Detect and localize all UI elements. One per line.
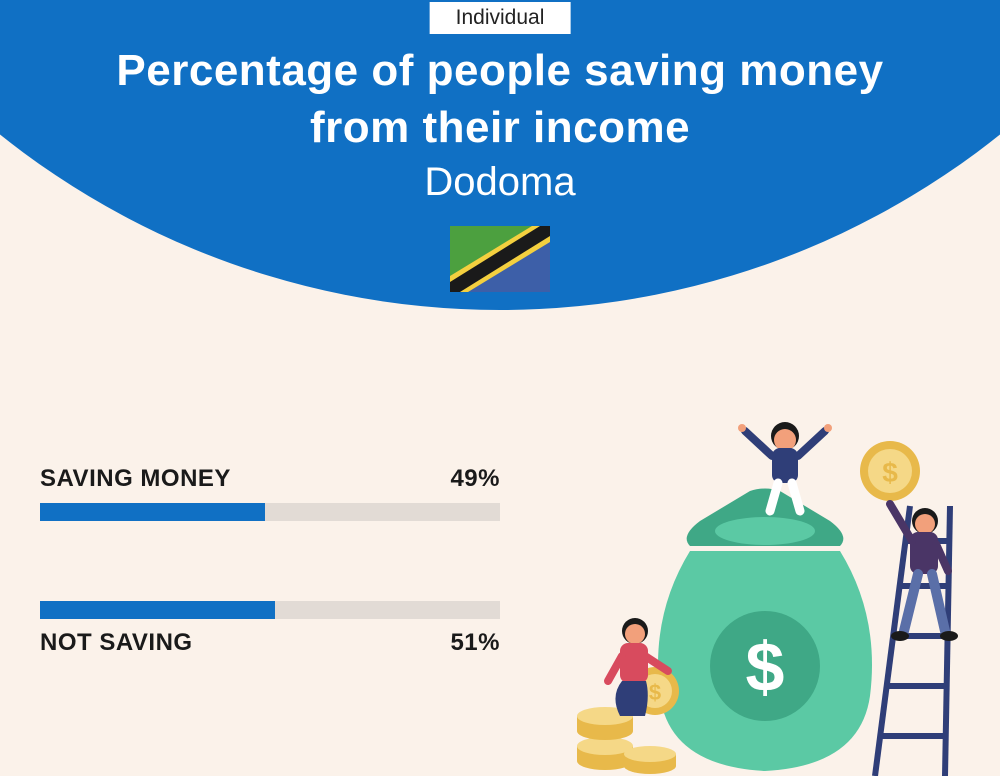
bar-row-notsaving: NOT SAVING 51% [40,601,500,657]
title-line-2: from their income [310,103,690,152]
bar-track [40,601,500,619]
svg-text:$: $ [882,457,898,488]
bar-value: 51% [450,629,500,657]
money-bag-icon: $ [658,489,872,772]
main-title: Percentage of people saving money from t… [0,42,1000,156]
savings-illustration: $ $ $ [550,416,970,776]
bar-label: SAVING MONEY [40,465,231,493]
bar-value: 49% [450,465,500,493]
location-subtitle: Dodoma [0,160,1000,205]
bar-labels-saving: SAVING MONEY 49% [40,465,500,493]
bar-track [40,503,500,521]
title-line-1: Percentage of people saving money [116,46,883,95]
category-badge: Individual [430,2,571,34]
svg-text:$: $ [649,680,661,705]
tanzania-flag-icon [450,226,550,292]
bar-fill [40,503,265,521]
bar-labels-notsaving: NOT SAVING 51% [40,629,500,657]
coin-stack-icon [577,707,676,774]
bar-row-saving: SAVING MONEY 49% [40,465,500,521]
svg-text:$: $ [746,628,785,706]
bars-container: SAVING MONEY 49% NOT SAVING 51% [40,465,500,737]
bar-label: NOT SAVING [40,629,193,657]
bar-fill [40,601,275,619]
